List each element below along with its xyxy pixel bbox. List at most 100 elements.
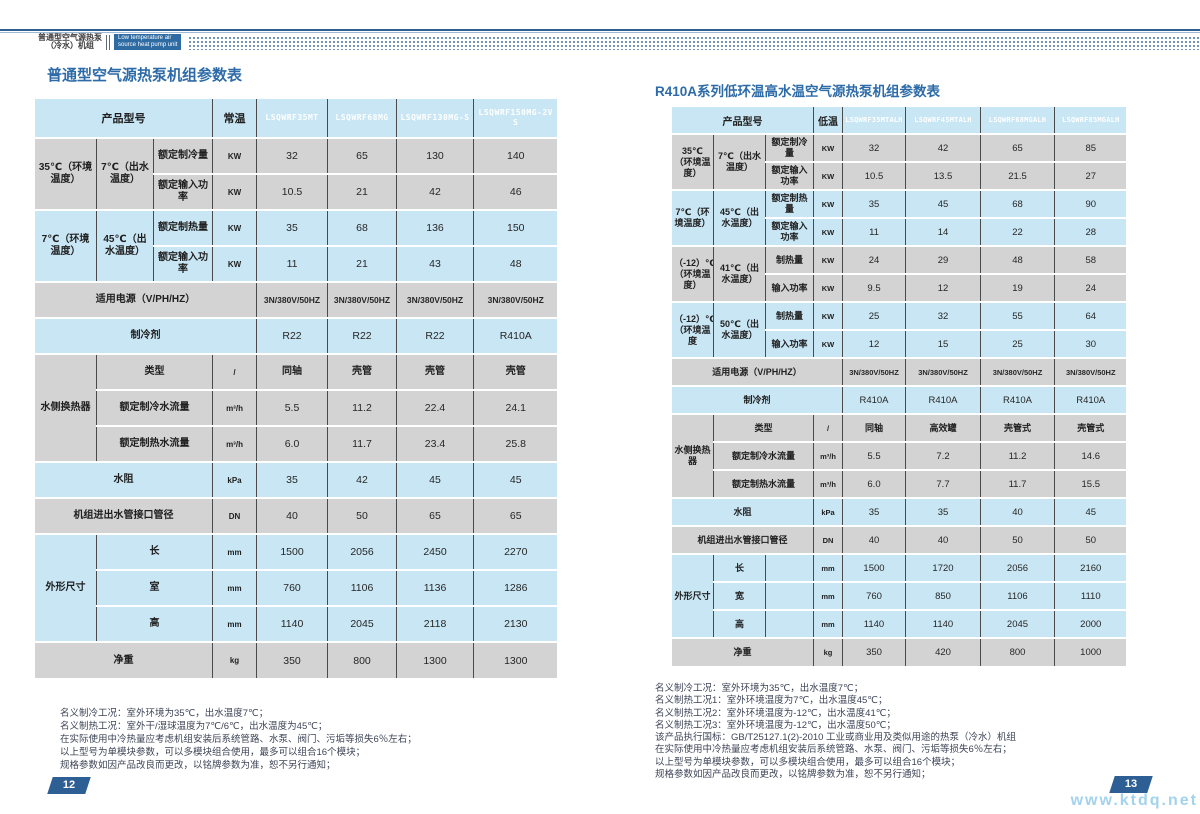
unit-cell: kPa: [212, 461, 257, 498]
empty-cell: [765, 553, 814, 582]
masthead-badge-line2: source heat pump unit: [118, 42, 178, 48]
value-cell: 45: [1054, 497, 1126, 526]
label-cell: 水阻: [672, 497, 814, 526]
left-table-title: 普通型空气源热泵机组参数表: [47, 67, 243, 84]
value-cell: 64: [1054, 301, 1126, 330]
value-cell: 800: [327, 641, 397, 678]
label-cell: 额定输入功率: [152, 245, 213, 282]
value-cell: 1140: [842, 609, 906, 638]
label-cell: 额定制热水流量: [95, 425, 213, 462]
power-supply-cell: 3N/380V/50HZ: [256, 281, 328, 318]
label-cell: 输入功率: [765, 273, 814, 302]
table-row: （-12）℃（环境温度） 41℃（出水温度） 制热量 KW 24 29 48 58: [672, 245, 1126, 302]
masthead-divider: [106, 34, 110, 50]
column-header-cell: 低温: [813, 105, 843, 134]
label-cell: （-12）℃（环境温度: [672, 301, 714, 358]
table-row: 外形尺寸长 mm 1500 1720 2056 2160: [672, 553, 1126, 638]
label-cell: 长: [713, 553, 766, 582]
masthead-dot-pattern: [188, 34, 1200, 50]
value-cell: 11.2: [980, 441, 1055, 470]
value-cell: 5.5: [842, 441, 906, 470]
value-cell: 11.7: [327, 425, 397, 462]
page-number-badge-right: 13: [1109, 776, 1153, 793]
masthead-product-line1: 普通型空气源热泵: [38, 32, 102, 42]
table-row: 7℃（环境温度） 45℃（出水温度） 额定制热量 KW 35 68 136 150: [35, 209, 557, 282]
value-cell: 2118: [396, 605, 474, 642]
value-cell: 65: [980, 133, 1055, 162]
page-number-left: 12: [62, 779, 76, 791]
value-cell: 21.5: [980, 161, 1055, 190]
unit-cell: KW: [813, 245, 843, 274]
table-row: 制冷剂 R410A R410A R410A R410A: [672, 385, 1126, 414]
model-name-cell: LSQWRF150MG-2VS: [473, 97, 557, 138]
label-cell: 制冷剂: [35, 317, 257, 354]
value-cell: 11: [256, 245, 328, 282]
label-cell: 额定制冷水流量: [95, 389, 213, 426]
label-cell: 同轴: [842, 413, 906, 442]
model-name-cell: LSQWRF45MTALH: [905, 105, 981, 134]
masthead-product-name: 普通型空气源热泵 （冷水）机组: [38, 32, 102, 51]
footnote-line: 名义制冷工况：室外环境为35℃，出水温度7℃；: [655, 683, 864, 694]
unit-cell: KW: [212, 245, 257, 282]
value-cell: 24: [1054, 273, 1126, 302]
model-name-cell: LSQWRF35MTALH: [842, 105, 906, 134]
value-cell: 65: [327, 137, 397, 174]
masthead-english-badge: Low temperature air source heat pump uni…: [114, 34, 182, 50]
power-supply-cell: 3N/380V/50HZ: [980, 357, 1055, 386]
value-cell: 9.5: [842, 273, 906, 302]
page-number-right: 13: [1124, 778, 1138, 790]
table-row: 宽 mm 760 850 1106 1110: [672, 581, 1126, 610]
value-cell: R410A: [842, 385, 906, 414]
table-row: 7℃（环境温度） 45℃（出水温度） 额定制热量 KW 35 45 68 90: [672, 189, 1126, 246]
value-cell: 25.8: [473, 425, 557, 462]
label-cell: 同轴: [256, 353, 328, 390]
masthead: 普通型空气源热泵 （冷水）机组 Low temperature air sour…: [38, 32, 1200, 51]
power-supply-cell: 3N/380V/50HZ: [473, 281, 557, 318]
unit-cell: mm: [212, 569, 257, 606]
value-cell: 32: [905, 301, 981, 330]
value-cell: 32: [256, 137, 328, 174]
value-cell: 2056: [980, 553, 1055, 582]
value-cell: 13.5: [905, 161, 981, 190]
empty-cell: [765, 609, 814, 638]
value-cell: 15.5: [1054, 469, 1126, 498]
value-cell: 22.4: [396, 389, 474, 426]
power-supply-cell: 3N/380V/50HZ: [1054, 357, 1126, 386]
label-cell: 壳管: [473, 353, 557, 390]
label-cell: 水侧换热器: [672, 413, 714, 498]
unit-cell: m³/h: [212, 389, 257, 426]
value-cell: R22: [396, 317, 474, 354]
unit-cell: mm: [813, 581, 843, 610]
unit-cell: KW: [813, 217, 843, 246]
table-row: 额定制冷水流量 m³/h 5.5 7.2 11.2 14.6: [672, 441, 1126, 470]
value-cell: 45: [396, 461, 474, 498]
value-cell: 40: [842, 525, 906, 554]
value-cell: 1000: [1054, 637, 1126, 666]
value-cell: 50: [980, 525, 1055, 554]
label-cell: 壳管: [396, 353, 474, 390]
unit-cell: mm: [813, 553, 843, 582]
table-row: 35℃（环境温度） 7℃（出水温度） 额定制冷量 KW 32 65 130 140: [35, 137, 557, 210]
value-cell: 58: [1054, 245, 1126, 274]
label-cell: 7℃（出水温度）: [713, 133, 766, 190]
table-row: 机组进出水管接口管径 DN 40 50 65 65: [35, 497, 557, 534]
label-cell: 额定制热水流量: [713, 469, 814, 498]
label-cell: 输入功率: [765, 329, 814, 358]
table-row: 额定制热水流量 m³/h 6.0 11.7 23.4 25.8: [35, 425, 557, 462]
table-row: （-12）℃（环境温度 50℃（出水温度） 制热量 KW 25 32 55 64: [672, 301, 1126, 358]
value-cell: 7.7: [905, 469, 981, 498]
model-name-cell: LSQWRF130MG-S: [396, 97, 474, 138]
value-cell: 50: [1054, 525, 1126, 554]
unit-cell: KW: [813, 133, 843, 162]
value-cell: 35: [905, 497, 981, 526]
page-number-badge-left: 12: [47, 777, 91, 794]
unit-cell: KW: [212, 137, 257, 174]
table-header-row: 产品型号 常温 LSQWRF35MT LSQWRF68MG LSQWRF130MG-S L…: [35, 97, 557, 138]
power-supply-cell: 3N/380V/50HZ: [842, 357, 906, 386]
label-cell: 壳管式: [1054, 413, 1126, 442]
table-row: 高 mm 1140 2045 2118 2130: [35, 605, 557, 642]
value-cell: 11: [842, 217, 906, 246]
value-cell: 150: [473, 209, 557, 246]
unit-cell: m³/h: [813, 469, 843, 498]
table-row: 高 mm 1140 1140 2045 2000: [672, 609, 1126, 638]
